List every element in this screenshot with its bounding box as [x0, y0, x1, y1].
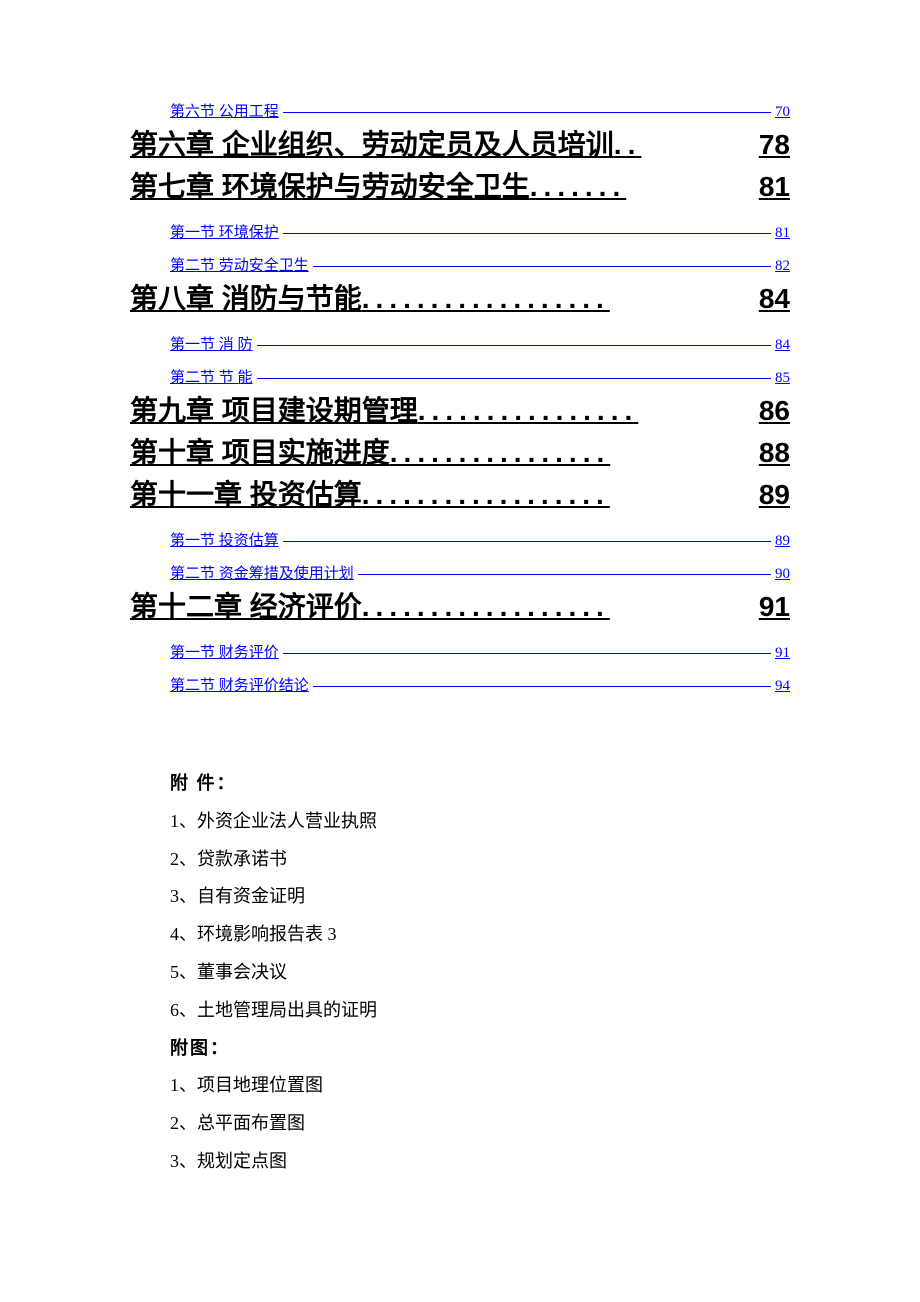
toc-section-leader	[283, 653, 771, 654]
toc-section-text: 第一节 消 防	[170, 333, 253, 354]
attachment-item: 6、土地管理局出具的证明	[170, 992, 790, 1030]
toc-section-page: 89	[775, 533, 790, 550]
toc-section-leader	[313, 266, 771, 267]
spacer	[130, 552, 790, 562]
toc-chapter-row[interactable]: 第七章 环境保护与劳动安全卫生.......81	[130, 165, 790, 205]
toc-chapter-page: 81	[759, 171, 790, 203]
figures-header: 附图：	[170, 1030, 790, 1068]
spacer	[130, 515, 790, 529]
toc-section-row[interactable]: 第二节 资金筹措及使用计划 90	[130, 562, 790, 583]
toc-section-text: 第一节 环境保护	[170, 221, 279, 242]
toc-section-row[interactable]: 第二节 节 能 85	[130, 366, 790, 387]
toc-chapter-page: 78	[759, 129, 790, 161]
toc-section-page: 84	[775, 337, 790, 354]
attachment-item: 4、环境影响报告表 3	[170, 916, 790, 954]
toc-chapter-row[interactable]: 第八章 消防与节能..................84	[130, 277, 790, 317]
toc-chapter-leader: ..	[614, 129, 759, 161]
toc-chapter-row[interactable]: 第六章 企业组织、劳动定员及人员培训..78	[130, 123, 790, 163]
toc-chapter-row[interactable]: 第十二章 经济评价..................91	[130, 585, 790, 625]
toc-section-row[interactable]: 第二节 财务评价结论 94	[130, 674, 790, 695]
toc-container: 第六节 公用工程70第六章 企业组织、劳动定员及人员培训..78第七章 环境保护…	[130, 100, 790, 695]
toc-chapter-text: 第六章 企业组织、劳动定员及人员培训	[130, 123, 614, 163]
toc-section-leader	[283, 233, 771, 234]
toc-section-row[interactable]: 第一节 环境保护 81	[130, 221, 790, 242]
toc-section-leader	[257, 345, 771, 346]
figure-item: 2、总平面布置图	[170, 1105, 790, 1143]
toc-section-row[interactable]: 第六节 公用工程 70	[130, 100, 790, 121]
spacer	[130, 244, 790, 254]
attachment-item: 1、外资企业法人营业执照	[170, 803, 790, 841]
toc-section-page: 94	[775, 678, 790, 695]
toc-section-text: 第六节 公用工程	[170, 100, 279, 121]
toc-section-leader	[257, 378, 771, 379]
toc-section-leader	[313, 686, 771, 687]
spacer	[130, 319, 790, 333]
toc-section-row[interactable]: 第一节 财务评价 91	[130, 641, 790, 662]
toc-section-row[interactable]: 第一节 投资估算 89	[130, 529, 790, 550]
toc-section-leader	[283, 541, 771, 542]
toc-chapter-row[interactable]: 第十一章 投资估算..................89	[130, 473, 790, 513]
toc-section-text: 第二节 劳动安全卫生	[170, 254, 309, 275]
spacer	[130, 207, 790, 221]
toc-section-page: 91	[775, 645, 790, 662]
toc-chapter-text: 第十一章 投资估算	[130, 473, 362, 513]
toc-chapter-text: 第八章 消防与节能	[130, 277, 362, 317]
figures-list: 1、项目地理位置图2、总平面布置图3、规划定点图	[170, 1067, 790, 1180]
toc-chapter-row[interactable]: 第十章 项目实施进度................88	[130, 431, 790, 471]
spacer	[130, 627, 790, 641]
toc-section-page: 85	[775, 370, 790, 387]
toc-chapter-leader: ..................	[362, 479, 759, 511]
toc-chapter-row[interactable]: 第九章 项目建设期管理................86	[130, 389, 790, 429]
figure-item: 3、规划定点图	[170, 1143, 790, 1181]
toc-section-text: 第一节 投资估算	[170, 529, 279, 550]
toc-section-text: 第一节 财务评价	[170, 641, 279, 662]
toc-chapter-page: 89	[759, 479, 790, 511]
toc-section-page: 90	[775, 566, 790, 583]
toc-chapter-leader: ................	[418, 395, 759, 427]
toc-section-row[interactable]: 第二节 劳动安全卫生 82	[130, 254, 790, 275]
toc-chapter-page: 86	[759, 395, 790, 427]
toc-section-text: 第二节 资金筹措及使用计划	[170, 562, 354, 583]
spacer	[130, 664, 790, 674]
attachment-item: 5、董事会决议	[170, 954, 790, 992]
attachments-header: 附 件：	[170, 765, 790, 803]
toc-chapter-text: 第十二章 经济评价	[130, 585, 362, 625]
toc-section-text: 第二节 节 能	[170, 366, 253, 387]
toc-chapter-leader: ..................	[362, 283, 759, 315]
toc-chapter-page: 84	[759, 283, 790, 315]
toc-chapter-text: 第九章 项目建设期管理	[130, 389, 418, 429]
toc-section-leader	[283, 112, 771, 113]
toc-chapter-page: 88	[759, 437, 790, 469]
toc-chapter-text: 第七章 环境保护与劳动安全卫生	[130, 165, 530, 205]
attachments-block: 附 件： 1、外资企业法人营业执照2、贷款承诺书3、自有资金证明4、环境影响报告…	[170, 765, 790, 1181]
toc-chapter-leader: ..................	[362, 591, 759, 623]
toc-section-row[interactable]: 第一节 消 防 84	[130, 333, 790, 354]
attachments-list-1: 1、外资企业法人营业执照2、贷款承诺书3、自有资金证明4、环境影响报告表 35、…	[170, 803, 790, 1030]
toc-section-page: 70	[775, 104, 790, 121]
toc-chapter-page: 91	[759, 591, 790, 623]
toc-chapter-leader: ................	[390, 437, 759, 469]
attachment-item: 2、贷款承诺书	[170, 841, 790, 879]
toc-section-page: 82	[775, 258, 790, 275]
figure-item: 1、项目地理位置图	[170, 1067, 790, 1105]
toc-section-page: 81	[775, 225, 790, 242]
toc-chapter-leader: .......	[530, 171, 759, 203]
toc-chapter-text: 第十章 项目实施进度	[130, 431, 390, 471]
toc-section-text: 第二节 财务评价结论	[170, 674, 309, 695]
attachment-item: 3、自有资金证明	[170, 878, 790, 916]
toc-section-leader	[358, 574, 771, 575]
spacer	[130, 356, 790, 366]
